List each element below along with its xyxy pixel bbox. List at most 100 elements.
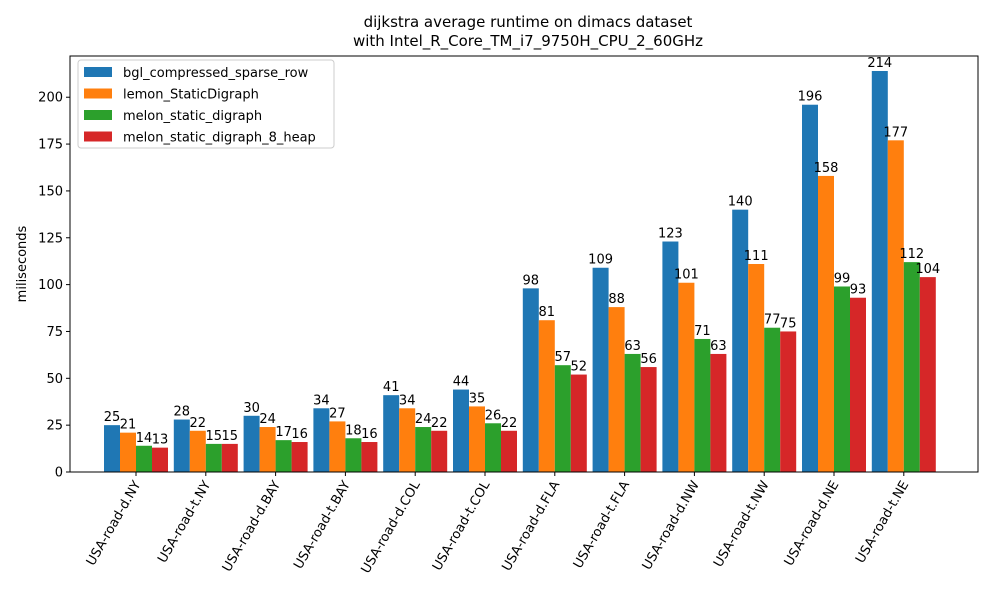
data-label: 123 [658,227,683,242]
bar [903,262,920,472]
y-tick-label: 100 [38,278,63,293]
data-label: 28 [174,405,191,420]
legend-box [77,59,335,149]
y-tick-label: 25 [46,419,63,434]
bar [919,277,936,472]
bar [570,374,587,472]
data-label: 104 [915,262,940,277]
y-axis-label: miliseconds [15,225,30,302]
bar [329,421,346,472]
data-label: 77 [764,313,781,328]
data-label: 21 [120,418,137,433]
data-label: 18 [345,423,362,438]
data-label: 16 [291,427,308,442]
data-label: 88 [608,292,625,307]
bar [383,395,400,472]
data-label: 26 [485,408,502,423]
y-tick-label: 50 [46,372,63,387]
data-label: 44 [453,375,470,390]
bar [221,443,238,472]
legend-swatch [84,67,112,77]
bar [173,419,190,472]
bar [259,427,276,472]
bar [104,425,120,472]
data-label: 99 [834,271,851,286]
bar [205,443,222,472]
data-label: 22 [501,416,518,431]
data-label: 30 [243,401,260,416]
legend-swatch [84,110,112,120]
legend-swatch [84,88,112,99]
bar [313,408,330,472]
data-label: 81 [539,305,556,320]
bar [554,365,571,472]
y-tick-label: 75 [46,325,63,340]
bar [361,442,378,472]
data-label: 27 [329,406,346,421]
x-tick-label: USA-road-d.COL [359,478,424,576]
bar [710,353,727,472]
bar [275,440,292,472]
bar [501,430,517,472]
legend-swatch [84,131,112,142]
data-label: 15 [206,429,223,444]
y-tick-label: 175 [38,138,63,153]
bar [608,307,625,472]
bar [732,209,749,472]
data-label: 24 [415,412,432,427]
x-tick-label: USA-road-t.FLA [571,478,633,571]
bar [453,389,469,472]
bar [850,297,866,472]
bar [780,331,797,472]
data-label: 13 [152,433,169,448]
bar [818,175,834,473]
bar [485,423,501,472]
x-tick-label: USA-road-d.FLA [500,478,564,574]
chart-subtitle: with Intel_R_Core_TM_i7_9750H_CPU_2_60GH… [353,32,703,51]
bar [431,430,448,472]
bar [291,442,308,472]
data-label: 63 [624,339,641,354]
data-label: 22 [190,416,207,431]
bar [624,353,641,472]
data-label: 101 [674,268,699,283]
bar [592,267,609,472]
x-tick-label: USA-road-t.NE [853,479,912,567]
x-tick-label: USA-road-d.BAY [220,478,284,574]
bar [345,438,362,472]
bar [662,241,679,472]
data-label: 140 [728,195,753,210]
x-tick-label: USA-road-t.BAY [291,478,354,571]
data-label: 24 [259,412,276,427]
legend-label: melon_static_digraph [123,109,262,124]
data-label: 22 [431,416,448,431]
data-label: 16 [361,427,378,442]
data-label: 34 [399,393,416,408]
data-label: 15 [222,429,239,444]
legend-label: melon_static_digraph_8_heap [123,131,316,146]
x-tick-label: USA-road-d.NY [84,478,145,568]
y-tick-label: 150 [38,184,63,199]
data-label: 63 [710,339,727,354]
bar [136,445,152,472]
data-label: 57 [555,350,572,365]
chart-title: dijkstra average runtime on dimacs datas… [364,13,693,31]
data-label: 17 [275,425,292,440]
data-label: 35 [469,391,486,406]
legend-label: lemon_StaticDigraph [123,88,259,103]
bar [415,427,432,472]
bar [243,415,260,472]
legend: bgl_compressed_sparse_row lemon_StaticDig… [77,59,335,149]
bar [764,327,781,472]
x-tick-label: USA-road-d.NW [640,478,703,572]
data-label: 93 [850,283,867,298]
data-label: 56 [640,352,657,367]
bar [522,288,539,472]
x-tick-label: USA-road-t.NY [155,478,214,565]
data-label: 112 [899,247,924,262]
bar [802,104,818,473]
bar [538,320,555,472]
bar [399,408,416,472]
